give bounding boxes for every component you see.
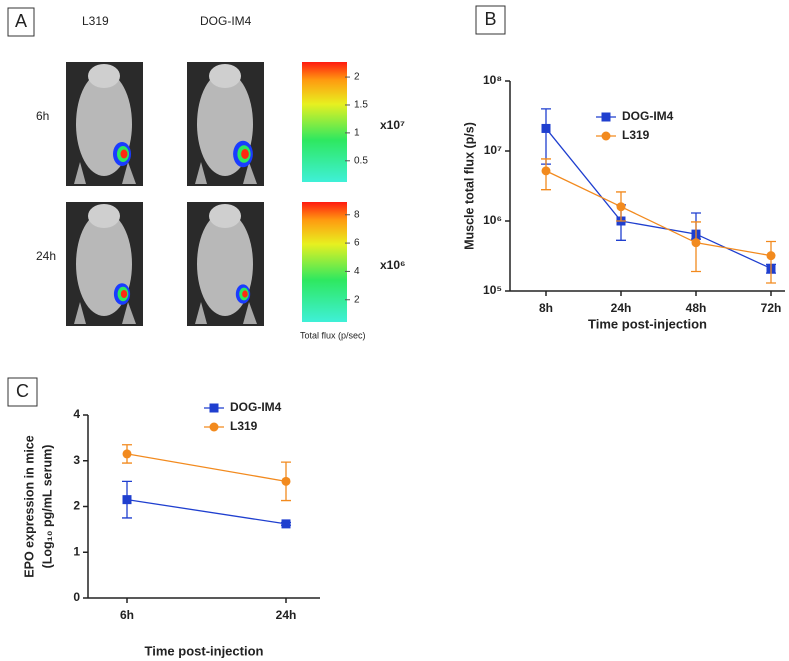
signal [120,289,128,299]
mouse-leg [122,302,136,324]
y-tick-label: 3 [73,453,80,467]
colorbar-tick-label: 2 [354,294,360,305]
column-label: DOG-IM4 [200,14,252,28]
marker [281,476,291,486]
colorbar-tick-label: 2 [354,72,360,83]
y-axis-label: EPO expression in mice [22,435,36,577]
mouse-leg [243,162,257,184]
colorbar-tick-label: 4 [354,266,360,277]
marker [541,166,551,176]
legend-marker [209,403,219,413]
column-label: L319 [82,14,109,28]
marker [122,449,132,459]
y-tick-label: 10⁷ [484,143,502,157]
colorbar-tick-label: 8 [354,209,360,220]
panel-box [7,377,38,407]
marker [616,202,626,212]
row-label: 6h [36,109,49,123]
y-tick-label: 1 [73,544,80,558]
colorbar [302,202,347,322]
x-tick-label: 24h [276,608,297,622]
colorbar-tick-label: 0.5 [354,155,368,166]
mouse-head [88,204,120,228]
signal [241,149,249,159]
marker [281,519,291,529]
colorbar-tick-label: 1 [354,128,360,139]
signal [120,149,128,159]
panel-label: B [484,9,496,29]
x-tick-label: 48h [686,301,707,315]
marker [766,251,776,261]
colorbar-tick-label: 6 [354,238,360,249]
mouse-leg [195,162,207,184]
x-axis-label: Time post-injection [145,643,264,658]
panel-label: C [16,381,29,401]
y-tick-label: 0 [73,590,80,604]
colorbar-title: Total flux (p/sec) [300,330,366,340]
y-tick-label: 10⁸ [483,73,502,87]
colorbar-multiplier: x10⁶ [380,258,406,272]
series-line [126,453,287,482]
mouse-head [209,64,241,88]
mouse-leg [122,162,136,184]
y-tick-label: 10⁵ [483,283,502,297]
panel-box [475,5,506,35]
mouse-leg [74,162,86,184]
mouse-head [88,64,120,88]
legend-marker [601,112,611,122]
y-axis-label: (Log₁₀ pg/mL serum) [40,445,54,569]
series-line [545,128,772,270]
mouse-leg [74,302,86,324]
y-axis-label: Muscle total flux (p/s) [462,122,476,250]
mouse-head [209,204,241,228]
error-bar [766,240,776,284]
legend-marker [601,131,611,141]
legend-marker [209,422,219,432]
colorbar [302,62,347,182]
x-axis-label: Time post-injection [588,316,707,331]
y-tick-label: 10⁶ [483,213,502,227]
x-tick-label: 72h [761,301,782,315]
row-label: 24h [36,249,56,263]
marker [691,238,701,248]
legend-label: L319 [622,128,650,142]
colorbar-tick-label: 1.5 [354,100,368,111]
legend-label: DOG-IM4 [622,109,674,123]
legend-label: L319 [230,419,258,433]
y-tick-label: 4 [73,407,80,421]
legend-label: DOG-IM4 [230,400,282,414]
marker [122,495,132,505]
series-line [545,170,772,257]
panel-box [7,7,35,37]
series-line [126,498,287,525]
x-tick-label: 6h [120,608,134,622]
error-bar [541,108,551,165]
marker [541,123,551,133]
panel-label: A [15,11,27,31]
signal [242,290,248,298]
mouse-leg [195,302,207,324]
colorbar-multiplier: x10⁷ [380,118,405,132]
y-tick-label: 2 [73,499,80,513]
x-tick-label: 8h [539,301,553,315]
mouse-leg [243,302,257,324]
x-tick-label: 24h [611,301,632,315]
